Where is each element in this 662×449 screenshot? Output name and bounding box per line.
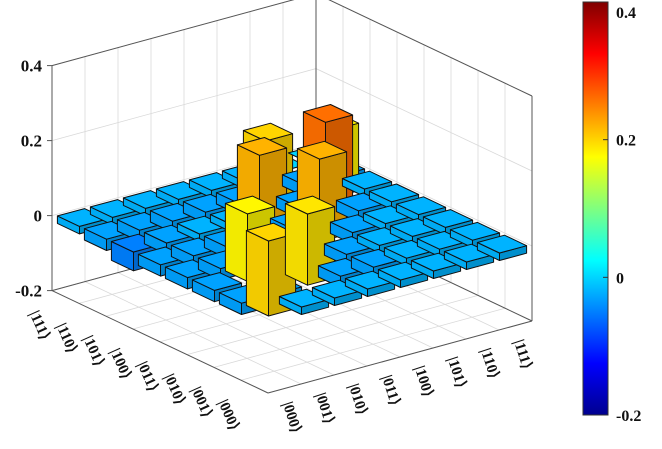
axes-box-edge — [51, 0, 295, 67]
bar-face — [383, 239, 435, 259]
bar-face — [191, 272, 243, 291]
colorbar-tick-label: 0.2 — [616, 133, 636, 150]
z-tick-label: 0.4 — [21, 57, 43, 76]
bar-face — [476, 234, 528, 254]
bar-face — [188, 172, 240, 191]
colorbar-tick-label: 0.4 — [616, 5, 636, 22]
bar-face — [344, 270, 396, 290]
bar-face — [245, 230, 269, 317]
row-tick-label: |100⟩ — [106, 346, 133, 381]
bar-face — [302, 104, 354, 123]
bar-face — [377, 261, 429, 281]
bar-face — [323, 236, 375, 255]
bar — [377, 261, 429, 288]
bar-face — [368, 183, 420, 203]
row-tick-label: |111⟩ — [26, 308, 53, 342]
bar-face — [224, 202, 248, 282]
bar — [311, 279, 363, 306]
bar-face — [329, 214, 381, 234]
bar-face — [89, 199, 141, 218]
bar-face — [122, 190, 174, 209]
axes-box-edge — [328, 0, 533, 97]
bar-face — [356, 227, 408, 246]
bars-group — [56, 104, 528, 317]
row-tick-label: |110⟩ — [53, 321, 80, 356]
bar — [278, 288, 330, 315]
colorbar-tick-label: -0.2 — [616, 408, 641, 425]
bar-face — [155, 181, 207, 200]
bar-face — [443, 243, 495, 263]
bar-face — [389, 218, 441, 237]
bar-face — [278, 288, 330, 308]
bar-face — [449, 221, 501, 241]
col-tick-label: |100⟩ — [411, 364, 436, 399]
col-tick-label: |001⟩ — [312, 391, 337, 426]
bar-face — [296, 140, 348, 160]
z-gridline — [51, 0, 533, 97]
bar-face — [143, 224, 195, 244]
bar — [344, 270, 396, 297]
row-tick-label: |010⟩ — [160, 372, 187, 407]
row-tick-label: |101⟩ — [79, 333, 106, 368]
col-tick-label: |110⟩ — [477, 346, 502, 380]
bar-face — [224, 195, 276, 215]
bar-face — [176, 215, 228, 235]
colorbar-tick-label: 0 — [616, 270, 624, 287]
col-tick-label: |010⟩ — [345, 382, 370, 417]
z-tick-label: 0.2 — [21, 132, 42, 151]
row-tick-label: |001⟩ — [187, 384, 214, 419]
bar-face — [335, 192, 387, 212]
bar-face — [416, 230, 468, 250]
z-tick-label: 0 — [34, 207, 43, 226]
colorbar-gradient — [582, 1, 609, 416]
z-tick-label: -0.2 — [15, 282, 42, 301]
bar-face — [395, 196, 447, 216]
bar-face — [362, 205, 414, 225]
row-tick-label: |011⟩ — [134, 359, 161, 394]
axes-box-edge — [51, 290, 269, 394]
bar-face — [350, 248, 402, 268]
bar — [476, 234, 528, 261]
bar-face — [311, 279, 363, 299]
bar-face — [422, 209, 474, 228]
bar — [284, 195, 336, 286]
row-tick-label: |000⟩ — [214, 397, 241, 432]
bar — [443, 243, 495, 270]
col-tick-label: |111⟩ — [510, 338, 534, 371]
col-tick-label: |011⟩ — [378, 373, 403, 407]
bar-face — [284, 195, 336, 215]
col-tick-label: |000⟩ — [279, 400, 304, 435]
bar-face — [56, 208, 108, 227]
col-tick-label: |101⟩ — [444, 355, 469, 390]
axes-box-edge — [267, 320, 533, 394]
bar-face — [236, 137, 288, 156]
colorbar: 0.4 0.2 0 -0.2 — [582, 1, 641, 425]
bar-face — [341, 170, 393, 190]
bar-face — [242, 122, 294, 142]
bar-face — [410, 252, 462, 272]
bar-face — [284, 203, 308, 286]
